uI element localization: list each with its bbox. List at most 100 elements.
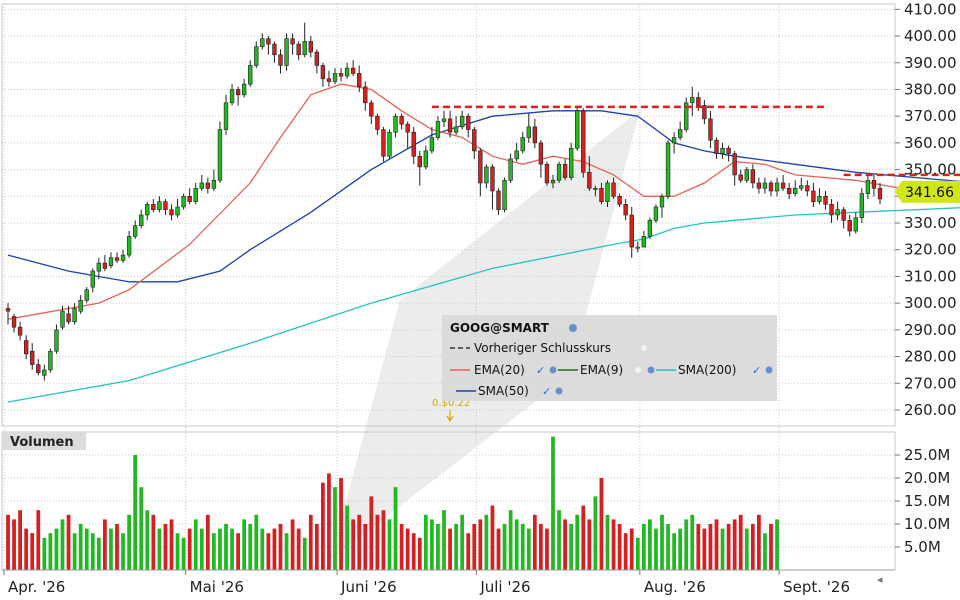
candle-body [611,182,616,197]
globe-icon[interactable] [569,324,577,332]
candle-body [799,185,804,189]
candle-body [48,350,53,371]
volume-bar [442,510,446,570]
candle [466,113,471,138]
candle [453,116,459,135]
candle-body [423,150,429,168]
date-tick-label: Juni '26 [340,578,397,596]
volume-bar [605,514,610,570]
volume-bar [423,514,428,570]
globe-icon[interactable] [647,366,655,374]
candle [387,129,392,159]
candle [568,142,574,181]
volume-bar [702,528,707,570]
volume-bar [363,524,368,570]
candle-body [823,196,828,205]
volume-bar [199,528,204,570]
price-tick-label: 360.00 [904,134,957,152]
volume-bar [769,524,773,570]
sma200-line [7,207,960,403]
candle [132,220,138,240]
dividend-markers: 0.$0.220.$0.22 [432,398,470,423]
price-tick-label: 280.00 [904,348,957,366]
volume-bar [133,455,138,570]
globe-icon[interactable] [765,366,773,374]
candle [677,121,683,141]
visibility-dot-icon[interactable] [641,345,647,351]
candle-body [623,204,628,216]
candle [581,108,586,178]
candle [278,49,283,74]
candle [877,182,883,205]
candle [478,148,483,197]
candle [48,348,53,373]
candle [575,108,580,151]
check-icon[interactable]: ✓ [536,364,545,377]
candle [847,215,852,237]
candle [120,249,126,264]
volume-bar [672,533,676,570]
candle-body [181,196,186,208]
scroll-right-icon[interactable]: ◂ [877,573,883,586]
globe-icon[interactable] [549,366,557,374]
volume-bar [157,528,162,570]
candle [223,94,229,135]
candle-body [193,187,198,202]
candle [260,33,265,50]
candle [756,177,762,194]
candle-body [508,158,513,181]
legend-ema20: EMA(20) [474,363,525,377]
candle-body [466,115,471,130]
candle [671,132,677,154]
check-icon[interactable]: ✓ [542,385,551,398]
candle-body [447,118,453,133]
candle-body [114,257,120,261]
candle [17,321,23,341]
candle-body [42,369,47,376]
candle [90,268,95,293]
candle-body [871,179,877,189]
volume-bar [757,514,761,570]
candle [181,193,186,210]
last-price-label: 341.66 [905,185,954,201]
price-panel-frame [1,3,896,427]
candle-body [544,163,550,184]
globe-icon[interactable] [555,387,563,395]
candle [762,177,768,194]
candle [78,295,83,314]
volume-bar [738,514,743,570]
sma50-line [7,110,960,283]
volume-bar [224,524,228,570]
candle [290,33,295,55]
candle-body [54,329,59,352]
volume-bar [254,514,259,570]
candle-body [151,204,156,210]
candle [54,324,59,354]
check-icon[interactable]: ✓ [752,364,761,377]
candle [538,140,544,178]
candle-body [381,129,386,157]
volume-bar [726,524,731,570]
legend: GOOG@SMART Vorheriger Schlusskurs EMA(20… [442,315,777,401]
candle [865,174,871,199]
candle [623,198,628,221]
volume-axis: 25.0M 20.0M 15.0M 10.0M 5.0M [895,446,950,556]
volume-bar [90,533,95,570]
volume-bar [333,487,337,570]
candle-body [538,142,544,165]
volume-bar [660,514,664,570]
candle [96,257,102,280]
candle-body [17,326,23,336]
candle [248,60,253,87]
volume-bar [375,514,380,570]
visibility-dot-icon[interactable] [635,367,641,373]
volume-bar [545,528,549,570]
candle [544,161,550,186]
candle-body [308,41,313,53]
candle-body [369,102,374,117]
volume-bar [581,505,586,570]
candle [211,169,217,191]
candle-body [30,350,35,365]
candle-body [593,187,598,190]
